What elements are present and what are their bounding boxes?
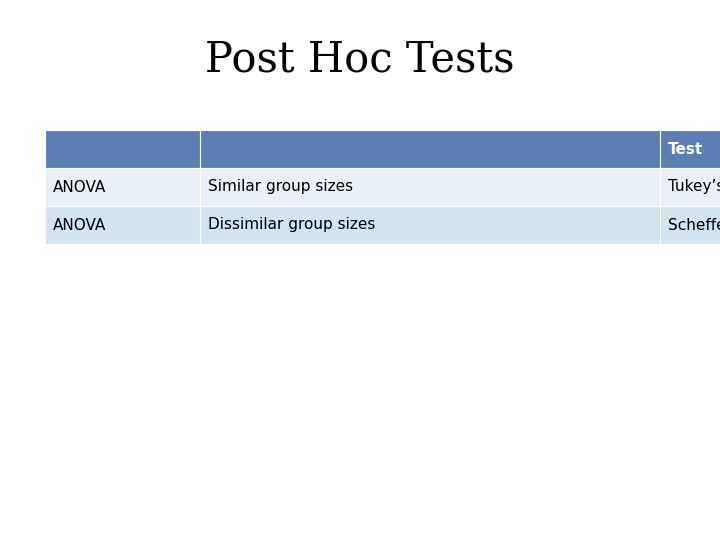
Bar — [200, 168, 660, 206]
Text: ANOVA: ANOVA — [53, 218, 107, 233]
Bar — [45, 130, 200, 168]
Bar — [660, 130, 720, 168]
Bar — [45, 206, 200, 244]
Text: Test: Test — [668, 141, 703, 157]
Bar — [660, 168, 720, 206]
Text: Scheffe’s: Scheffe’s — [668, 218, 720, 233]
Text: Post Hoc Tests: Post Hoc Tests — [205, 39, 515, 81]
Bar — [660, 206, 720, 244]
Text: Tukey’s: Tukey’s — [668, 179, 720, 194]
Bar — [200, 206, 660, 244]
Text: Similar group sizes: Similar group sizes — [208, 179, 353, 194]
Bar — [45, 168, 200, 206]
Bar — [200, 130, 660, 168]
Text: Dissimilar group sizes: Dissimilar group sizes — [208, 218, 375, 233]
Text: ANOVA: ANOVA — [53, 179, 107, 194]
